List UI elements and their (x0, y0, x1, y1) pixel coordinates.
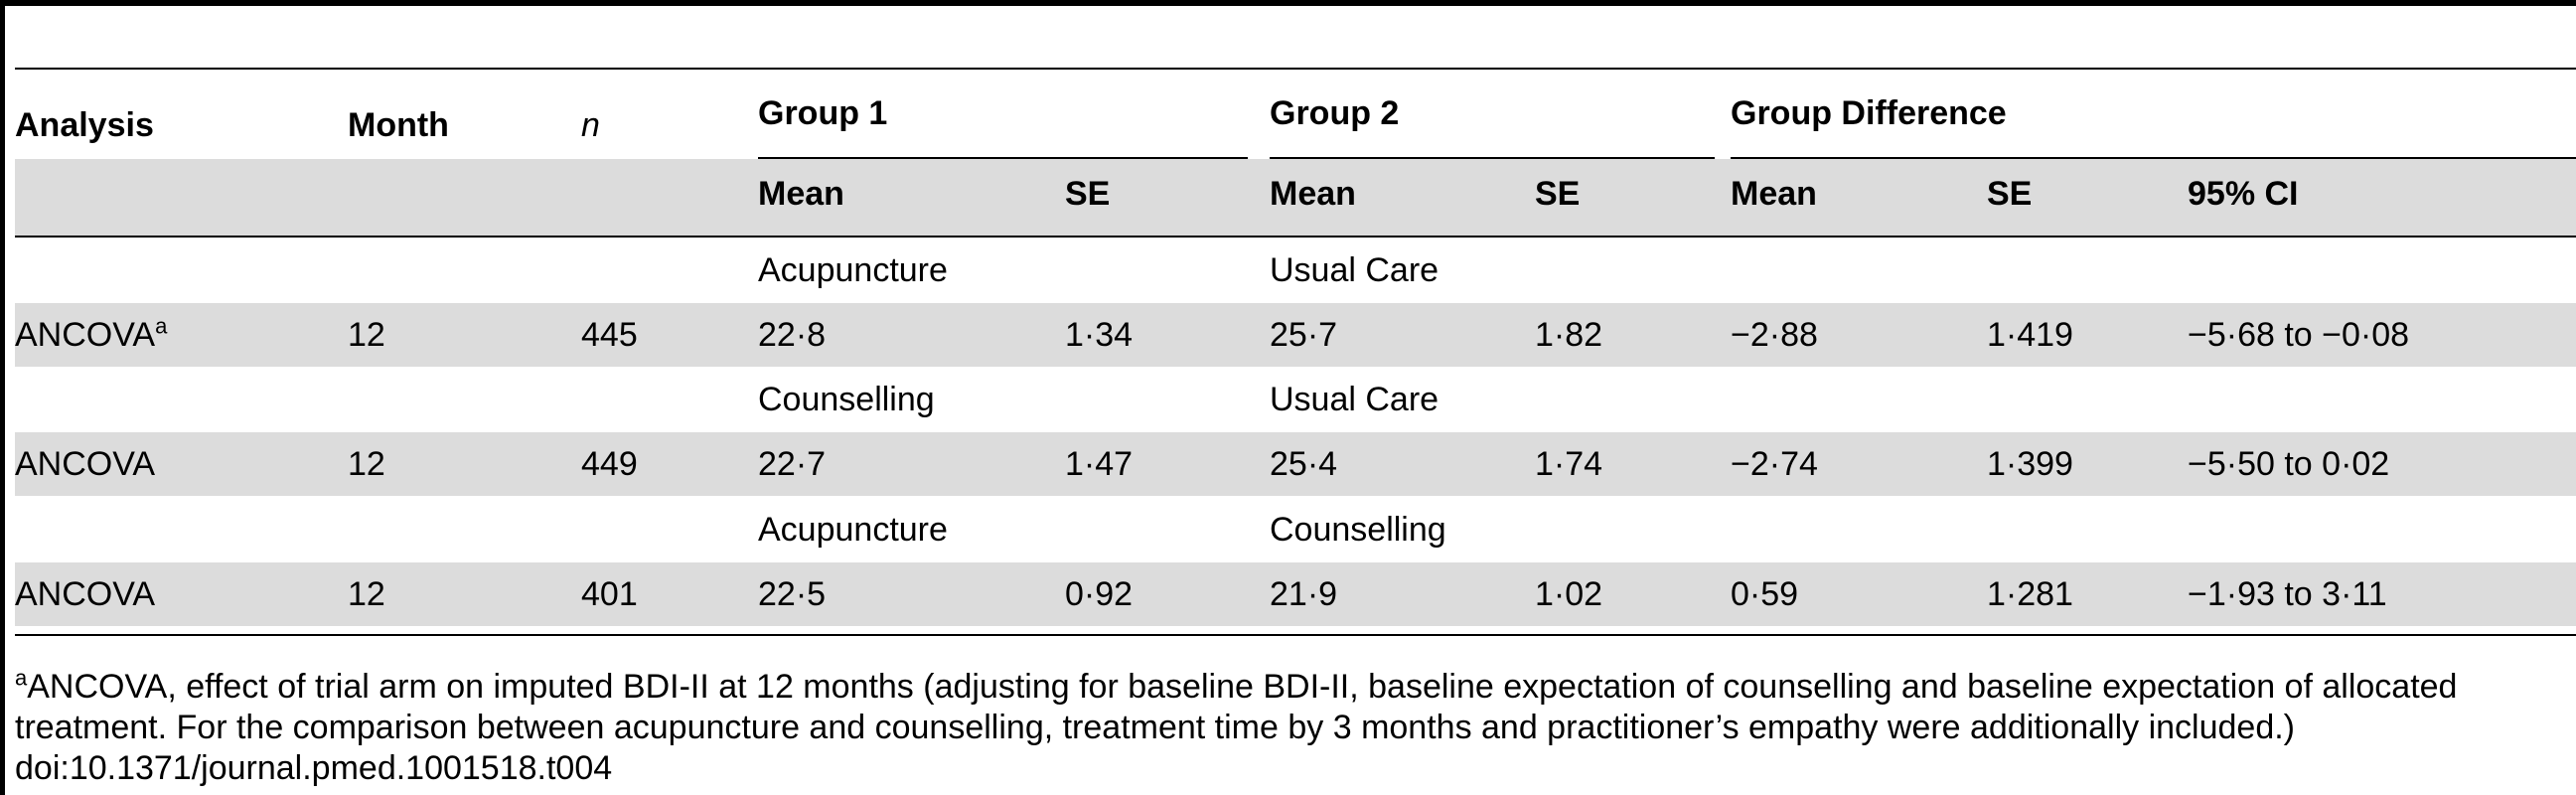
comparison-label-group2: Usual Care (1270, 381, 1440, 418)
row-diff-se: 1·419 (1987, 316, 2073, 354)
row-month: 12 (348, 445, 385, 483)
row-diff-se: 1·399 (1987, 445, 2073, 483)
comparison-label-group1: Counselling (758, 381, 935, 418)
row-g2-mean: 25·4 (1270, 445, 1338, 483)
row-diff-se: 1·281 (1987, 575, 2073, 613)
row-analysis: ANCOVAa (15, 315, 167, 355)
group1-underline (758, 157, 1248, 159)
comparison-label-group1: Acupuncture (758, 251, 948, 289)
header-group-difference: Group Difference (1731, 94, 2007, 132)
row-diff-mean: −2·88 (1731, 316, 1818, 354)
top-border (0, 0, 2576, 6)
row-g1-mean: 22·5 (758, 575, 827, 613)
footnote-text: ANCOVA, effect of trial arm on imputed B… (27, 668, 2458, 706)
row-ci: −1·93 to 3·11 (2188, 575, 2387, 613)
row-g2-mean: 25·7 (1270, 316, 1338, 354)
row-n: 445 (581, 316, 638, 354)
row-n: 449 (581, 445, 638, 483)
group-diff-underline (1731, 157, 2576, 159)
table-container: Analysis Month n Group 1 Group 2 Group D… (15, 0, 2576, 795)
header-bottom-rule (15, 236, 2576, 238)
header-month: Month (348, 106, 449, 144)
header-group1: Group 1 (758, 94, 888, 132)
header-g1-mean: Mean (758, 175, 844, 213)
left-border (0, 0, 5, 795)
header-ci: 95% CI (2188, 175, 2299, 213)
row-g2-se: 1·74 (1535, 445, 1603, 483)
row-g1-mean: 22·8 (758, 316, 827, 354)
header-n: n (581, 106, 600, 144)
header-g2-mean: Mean (1270, 175, 1356, 213)
row-diff-mean: 0·59 (1731, 575, 1799, 613)
header-group2: Group 2 (1270, 94, 1400, 132)
header-diff-se: SE (1987, 175, 2033, 213)
comparison-label-group2: Usual Care (1270, 251, 1440, 289)
header-analysis: Analysis (15, 106, 154, 144)
row-month: 12 (348, 575, 385, 613)
group2-underline (1270, 157, 1715, 159)
analysis-text: ANCOVA (15, 316, 156, 354)
comparison-label-group2: Counselling (1270, 511, 1446, 549)
footnote-marker: a (15, 665, 28, 691)
footnote-line-1: aANCOVA, effect of trial arm on imputed … (15, 666, 2457, 708)
doi-link[interactable]: doi:10.1371/journal.pmed.1001518.t004 (15, 749, 613, 787)
table-row (15, 432, 2576, 496)
row-g1-se: 0·92 (1065, 575, 1134, 613)
row-month: 12 (348, 316, 385, 354)
row-g2-se: 1·82 (1535, 316, 1603, 354)
footnote-marker: a (155, 313, 168, 339)
row-g1-se: 1·34 (1065, 316, 1134, 354)
subheader-band (15, 159, 2576, 236)
header-diff-mean: Mean (1731, 175, 1817, 213)
row-analysis: ANCOVA (15, 575, 156, 613)
row-g2-se: 1·02 (1535, 575, 1603, 613)
row-diff-mean: −2·74 (1731, 445, 1818, 483)
row-g2-mean: 21·9 (1270, 575, 1338, 613)
comparison-label-group1: Acupuncture (758, 511, 948, 549)
row-analysis: ANCOVA (15, 445, 156, 483)
header-g1-se: SE (1065, 175, 1111, 213)
table-row (15, 303, 2576, 367)
table-top-rule (15, 68, 2576, 70)
row-g1-se: 1·47 (1065, 445, 1134, 483)
row-ci: −5·50 to 0·02 (2188, 445, 2390, 483)
table-bottom-rule (15, 634, 2576, 636)
table-row (15, 562, 2576, 626)
header-g2-se: SE (1535, 175, 1581, 213)
footnote-line-2: treatment. For the comparison between ac… (15, 709, 2295, 746)
row-n: 401 (581, 575, 638, 613)
row-g1-mean: 22·7 (758, 445, 827, 483)
row-ci: −5·68 to −0·08 (2188, 316, 2410, 354)
